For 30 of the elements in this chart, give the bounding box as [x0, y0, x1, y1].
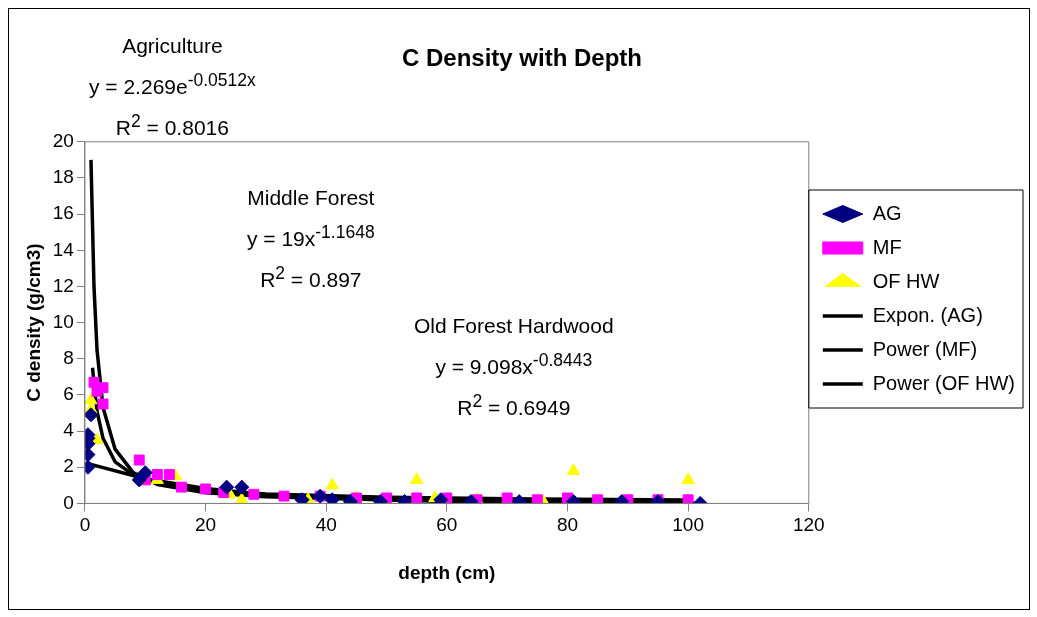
y-tick-label: 20 — [52, 130, 74, 152]
legend-label: OF HW — [872, 269, 940, 292]
y-tick-label: 12 — [52, 274, 74, 296]
text: Agriculture y = 2.269e$^{-0.0512x}$ R$^{2}$ = 0.8016 — [89, 34, 256, 139]
x-tick-label: 60 — [436, 514, 458, 536]
y-tick-label: 2 — [63, 455, 74, 477]
y-tick-label: 10 — [52, 310, 74, 332]
x-tick-label: 40 — [315, 514, 337, 536]
legend-label: Power (MF) — [872, 337, 978, 360]
y-tick-label: 0 — [63, 491, 74, 513]
y-tick-label: 8 — [63, 346, 74, 368]
chart-title: C Density with Depth — [401, 44, 643, 72]
x-tick-label: 100 — [672, 514, 704, 536]
x-tick-label: 120 — [792, 514, 825, 536]
y-tick-label: 18 — [52, 166, 74, 188]
x-tick-label: 80 — [556, 514, 579, 536]
text: Middle Forest y = 19x$^{-1.1648}$ R$^{2}$ = 0.897 — [247, 186, 375, 291]
legend-label: MF — [872, 235, 902, 258]
y-tick-label: 6 — [63, 383, 74, 405]
x-axis-title: depth (cm) — [398, 561, 496, 583]
x-tick-label: 20 — [195, 514, 217, 536]
text: Old Forest Hardwood y = 9.098x$^{-0.8443}$ R$^{2}$ = 0.6949 — [414, 314, 614, 419]
y-axis-title: C density (g/cm3) — [22, 243, 44, 402]
y-tick-label: 4 — [63, 419, 75, 441]
legend-label: AG — [872, 201, 902, 224]
legend-label: Expon. (AG) — [872, 303, 983, 326]
y-tick-label: 14 — [52, 238, 75, 260]
legend-label: Power (OF HW) — [872, 371, 1015, 394]
x-tick-label: 0 — [79, 514, 91, 536]
y-tick-label: 16 — [52, 202, 74, 224]
